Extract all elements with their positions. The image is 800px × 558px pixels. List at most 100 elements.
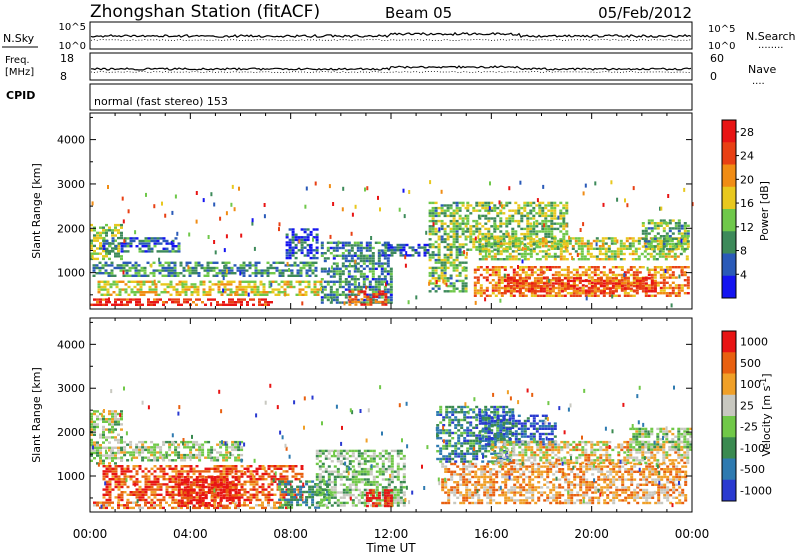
power-echo-cell bbox=[508, 186, 510, 190]
power-echo-cell bbox=[466, 204, 469, 206]
velocity-echo-cell bbox=[178, 473, 181, 475]
velocity-echo-cell bbox=[213, 449, 216, 451]
power-echo-cell bbox=[529, 210, 532, 212]
velocity-echo-cell bbox=[277, 465, 280, 467]
power-echo-cell bbox=[547, 210, 550, 212]
velocity-echo-cell bbox=[271, 483, 274, 485]
velocity-echo-cell bbox=[225, 449, 228, 451]
velocity-echo-cell bbox=[278, 499, 281, 501]
power-echo-cell bbox=[570, 285, 573, 287]
power-echo-cell bbox=[564, 288, 567, 290]
power-echo-cell bbox=[654, 269, 657, 271]
power-echo-cell bbox=[684, 274, 687, 276]
power-echo-cell bbox=[561, 282, 564, 284]
velocity-echo-cell bbox=[232, 494, 235, 496]
power-echo-cell bbox=[657, 227, 660, 229]
power-echo-cell bbox=[159, 298, 162, 300]
power-echo-cell bbox=[499, 223, 502, 225]
power-echo-cell bbox=[345, 244, 348, 246]
power-echo-cell bbox=[466, 207, 469, 209]
power-echo-cell bbox=[444, 210, 447, 212]
velocity-echo-cell bbox=[241, 496, 244, 498]
power-echo-cell bbox=[654, 222, 657, 224]
power-echo-cell bbox=[502, 223, 505, 225]
velocity-echo-cell bbox=[121, 470, 124, 472]
velocity-echo-cell bbox=[109, 486, 112, 488]
power-echo-cell bbox=[627, 292, 630, 294]
power-echo-cell bbox=[534, 285, 537, 287]
velocity-echo-cell bbox=[228, 507, 231, 509]
velocity-echo-cell bbox=[178, 470, 181, 472]
power-echo-cell bbox=[544, 207, 547, 209]
velocity-echo-cell bbox=[103, 496, 106, 498]
power-echo-cell bbox=[218, 286, 221, 288]
power-echo-cell bbox=[578, 237, 581, 239]
power-echo-cell bbox=[525, 276, 528, 278]
power-echo-cell bbox=[542, 242, 545, 244]
power-echo-cell bbox=[501, 292, 504, 294]
power-echo-cell bbox=[545, 245, 548, 247]
power-echo-cell bbox=[165, 262, 168, 264]
power-echo-cell bbox=[537, 198, 539, 202]
velocity-echo-cell bbox=[150, 507, 153, 509]
power-echo-cell bbox=[135, 264, 138, 266]
power-echo-cell bbox=[477, 282, 480, 284]
velocity-echo-cell bbox=[238, 476, 241, 478]
velocity-echo-cell bbox=[105, 436, 108, 438]
power-echo-cell bbox=[246, 304, 249, 306]
power-echo-cell bbox=[615, 288, 618, 290]
velocity-echo-cell bbox=[311, 496, 314, 498]
velocity-echo-cell bbox=[195, 454, 198, 456]
power-echo-cell bbox=[203, 283, 206, 285]
power-echo-cell bbox=[160, 237, 163, 239]
velocity-echo-cell bbox=[256, 499, 259, 501]
power-echo-cell bbox=[320, 281, 323, 283]
power-echo-cell bbox=[487, 220, 490, 222]
velocity-echo-cell bbox=[216, 444, 219, 446]
power-echo-cell bbox=[645, 277, 648, 279]
power-echo-cell bbox=[663, 235, 666, 237]
power-echo-cell bbox=[672, 292, 675, 294]
power-echo-cell bbox=[498, 274, 501, 276]
velocity-echo-cell bbox=[129, 454, 132, 456]
power-echo-cell bbox=[447, 254, 450, 256]
velocity-echo-cell bbox=[232, 476, 235, 478]
power-echo-cell bbox=[469, 238, 472, 240]
velocity-echo-cell bbox=[299, 504, 302, 506]
power-echo-cell bbox=[441, 236, 444, 238]
power-echo-cell bbox=[177, 304, 180, 306]
velocity-echo-cell bbox=[120, 439, 123, 441]
power-echo-cell bbox=[512, 240, 515, 242]
power-echo-cell bbox=[462, 204, 465, 206]
power-echo-cell bbox=[666, 243, 669, 245]
power-echo-cell bbox=[240, 269, 243, 271]
power-echo-cell bbox=[495, 282, 498, 284]
power-echo-cell bbox=[174, 269, 177, 271]
power-echo-cell bbox=[366, 298, 369, 300]
power-echo-cell bbox=[632, 237, 635, 239]
velocity-echo-cell bbox=[244, 491, 247, 493]
power-echo-cell bbox=[435, 259, 438, 261]
velocity-echo-cell bbox=[220, 505, 223, 507]
velocity-echo-cell bbox=[199, 505, 202, 507]
power-echo-cell bbox=[286, 241, 289, 243]
power-echo-cell bbox=[191, 291, 194, 293]
power-echo-cell bbox=[447, 262, 450, 264]
power-echo-cell bbox=[339, 275, 342, 277]
power-echo-cell bbox=[170, 294, 173, 296]
power-echo-cell bbox=[306, 264, 309, 266]
power-echo-cell bbox=[559, 230, 562, 232]
power-echo-cell bbox=[273, 267, 276, 269]
power-echo-cell bbox=[645, 290, 648, 292]
power-echo-cell bbox=[128, 281, 131, 283]
power-echo-cell bbox=[309, 275, 312, 277]
power-echo-cell bbox=[183, 267, 186, 269]
power-echo-cell bbox=[642, 222, 645, 224]
velocity-echo-cell bbox=[138, 441, 141, 443]
power-echo-cell bbox=[175, 237, 178, 239]
power-echo-cell bbox=[330, 252, 333, 254]
velocity-echo-cell bbox=[141, 441, 144, 443]
power-echo-cell bbox=[131, 288, 134, 290]
power-echo-cell bbox=[336, 247, 339, 249]
power-echo-cell bbox=[535, 236, 538, 238]
